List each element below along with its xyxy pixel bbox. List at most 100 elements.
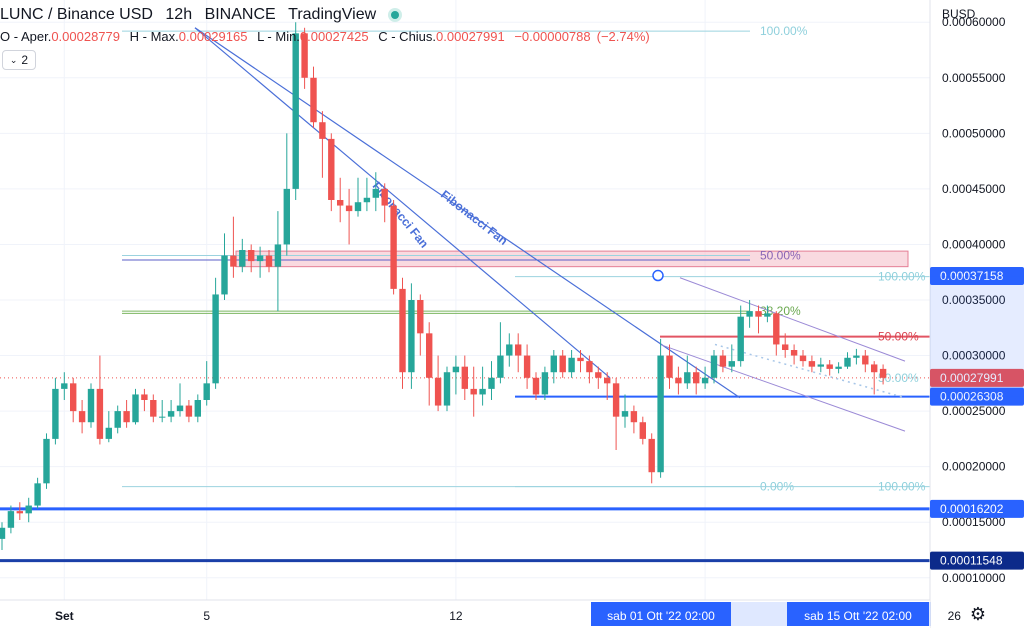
open-value: 0.00028779 xyxy=(51,29,120,44)
candle xyxy=(185,400,193,423)
candle-body xyxy=(417,300,424,334)
candle-body xyxy=(515,344,522,356)
interval-label[interactable]: 12h xyxy=(165,6,193,23)
chart-legend: LUNC / Binance USD 12h BINANCE TradingVi… xyxy=(0,6,399,24)
candle-body xyxy=(43,438,50,484)
candle-body xyxy=(390,205,397,289)
candle-body xyxy=(799,355,807,362)
candle xyxy=(87,383,95,428)
candle xyxy=(230,216,237,278)
candle-body xyxy=(773,313,780,345)
low-value: 0.00027425 xyxy=(299,29,369,44)
candle-body xyxy=(381,188,388,206)
anchor-handle[interactable] xyxy=(652,269,664,282)
price-tag-box xyxy=(930,499,1024,518)
candle-body xyxy=(621,411,629,417)
candle-body xyxy=(426,333,433,378)
candle-body xyxy=(132,394,139,423)
price-axis-bg xyxy=(930,0,1024,628)
candle-body xyxy=(568,357,575,373)
candle-body xyxy=(835,366,842,369)
candle xyxy=(34,477,41,509)
symbol-title[interactable]: LUNC / Binance USD xyxy=(0,6,153,23)
channel-upper-line xyxy=(679,277,906,362)
candle-body xyxy=(648,438,655,473)
candle-body xyxy=(701,377,709,384)
candle xyxy=(61,372,68,400)
candle xyxy=(292,22,299,200)
candle xyxy=(844,352,851,369)
candle xyxy=(684,355,691,389)
price-range-highlight xyxy=(930,276,1024,397)
candle-body xyxy=(790,350,798,356)
change-value: −0.00000788 xyxy=(514,29,591,44)
candle-body xyxy=(105,427,112,439)
candle xyxy=(248,244,255,273)
candle-body xyxy=(265,255,273,267)
candle-body xyxy=(345,205,353,212)
candle xyxy=(550,350,557,384)
indicators-toggle-button[interactable]: ⌄ 2 xyxy=(2,50,36,70)
time-tag-label: sab 01 Ott '22 02:00 xyxy=(607,609,715,623)
candle-body xyxy=(719,355,727,367)
candle-body xyxy=(595,372,602,378)
time-axis-bg xyxy=(0,600,930,628)
candle-body xyxy=(764,313,771,317)
candle-body xyxy=(488,377,495,389)
price-tick-label: 0.00025000 xyxy=(942,404,1006,418)
candle-body xyxy=(70,383,77,412)
candle xyxy=(96,355,104,445)
candle xyxy=(728,344,735,373)
candle xyxy=(399,277,406,389)
candle xyxy=(52,377,59,445)
fibonacci-fan-line xyxy=(194,27,611,379)
candle-body xyxy=(559,355,566,373)
price-tag-label: 0.00037158 xyxy=(940,269,1004,283)
candle-body xyxy=(497,355,504,378)
candle-body xyxy=(817,364,824,367)
candle-body xyxy=(96,388,104,439)
candle-body xyxy=(159,416,166,418)
candle xyxy=(167,400,175,423)
market-status-icon[interactable] xyxy=(390,10,399,19)
candle xyxy=(7,505,15,534)
candle xyxy=(657,338,664,478)
candle xyxy=(568,350,575,378)
candle xyxy=(25,497,32,523)
candle xyxy=(114,405,121,434)
price-tag-label: 0.00016202 xyxy=(940,502,1004,516)
candle xyxy=(675,366,682,395)
close-label: C - Chius. xyxy=(378,29,437,44)
exchange-label: BINANCE xyxy=(204,6,276,23)
candle-body xyxy=(212,294,219,384)
candle xyxy=(737,305,744,367)
candle xyxy=(799,350,807,367)
candle-body xyxy=(577,357,584,362)
candle-body xyxy=(532,377,540,395)
candle-body xyxy=(239,250,246,267)
price-tag-box xyxy=(930,267,1024,286)
candle-body xyxy=(61,383,68,389)
price-tick-label: 0.00060000 xyxy=(942,15,1006,29)
fib-level-label: 50.00% xyxy=(760,249,801,263)
candle-body xyxy=(372,188,379,198)
candle xyxy=(283,133,290,256)
time-tick-label: 5 xyxy=(203,609,210,623)
candle xyxy=(256,246,264,278)
candle-body xyxy=(34,483,41,506)
ohlc-values: O - Aper.0.00028779 H - Max.0.00029165 L… xyxy=(0,29,656,44)
candle-body xyxy=(185,405,193,417)
resistance-zone[interactable] xyxy=(235,250,909,268)
candle-body xyxy=(434,377,442,406)
candle xyxy=(577,350,584,373)
price-tick-label: 0.00045000 xyxy=(942,182,1006,196)
candle-body xyxy=(141,394,148,400)
candle xyxy=(328,133,335,212)
candle xyxy=(141,388,148,412)
settings-gear-icon[interactable]: ⚙ xyxy=(969,604,987,624)
candle xyxy=(337,177,344,223)
candle xyxy=(719,350,727,373)
candle xyxy=(755,305,762,334)
